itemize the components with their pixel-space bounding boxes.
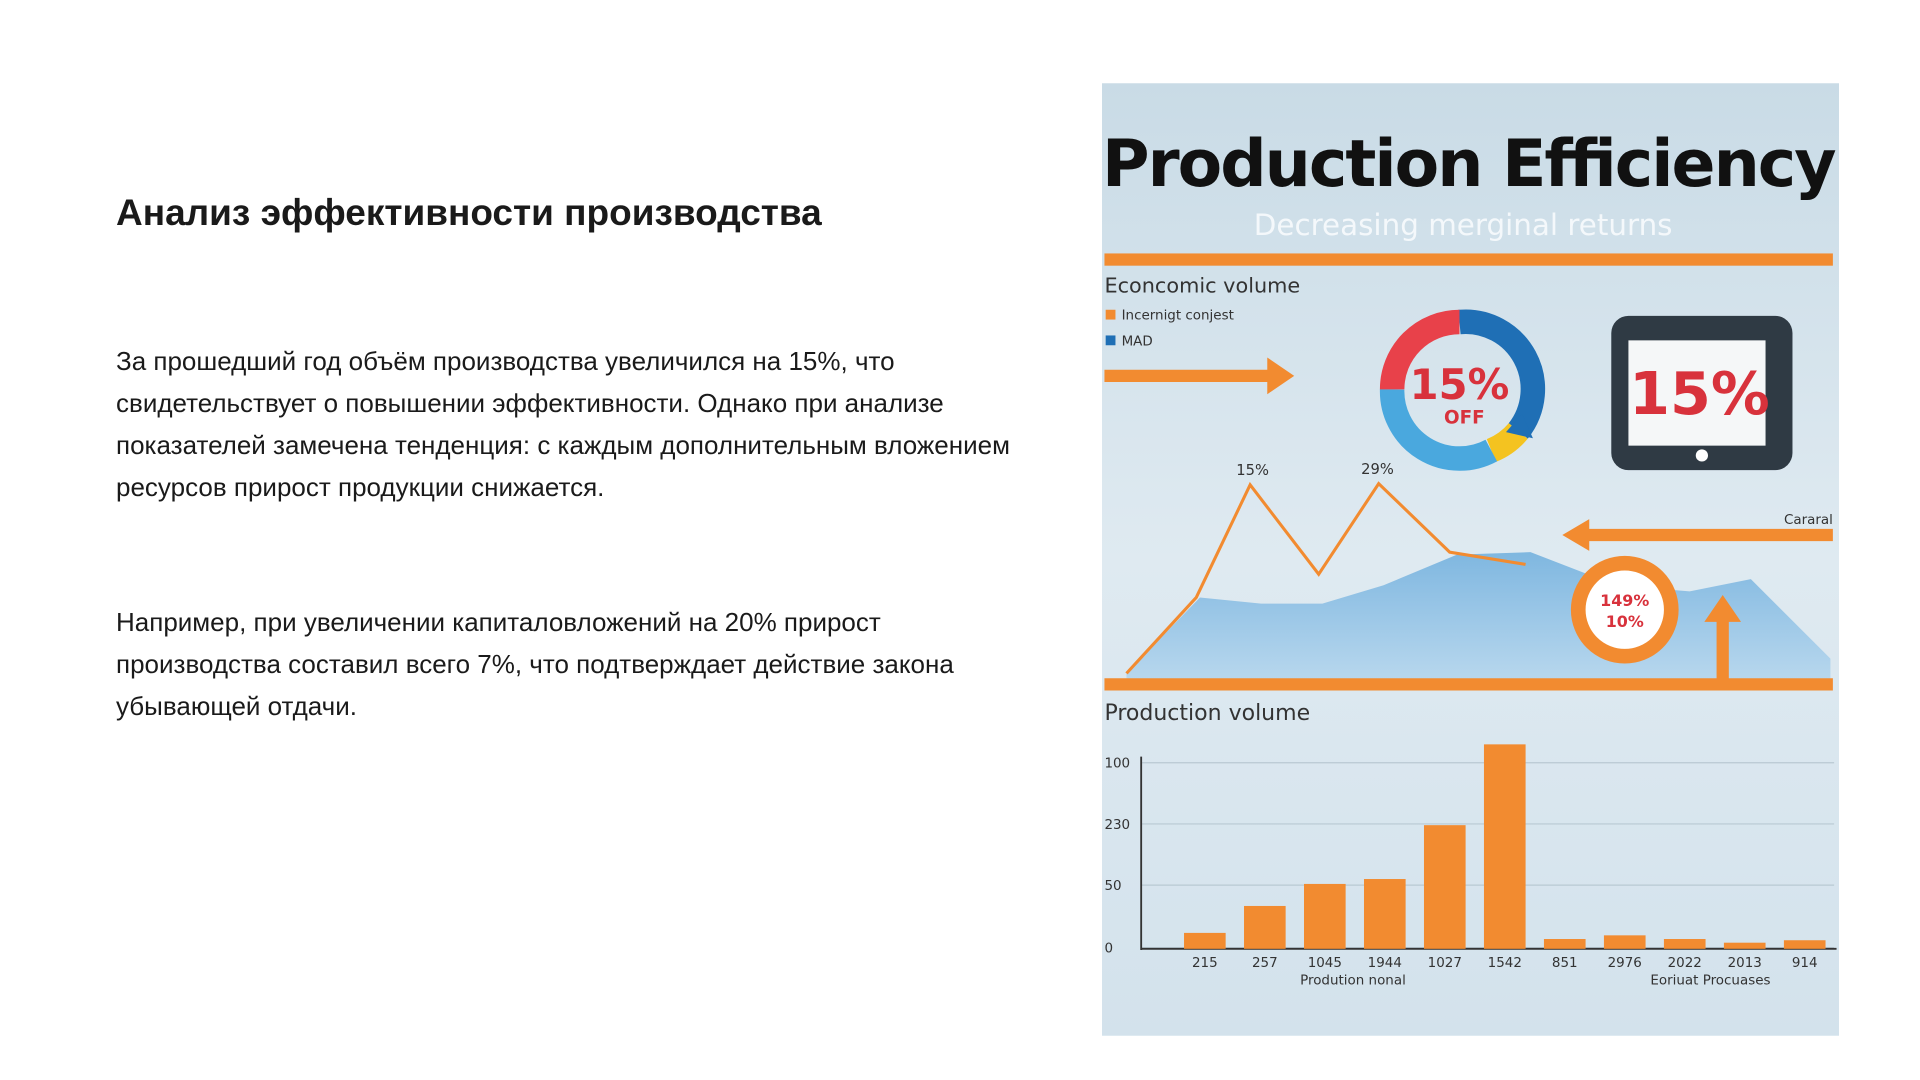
illustration-bar — [1663, 939, 1706, 949]
x-label: 851 — [1552, 956, 1578, 971]
legend-swatch — [1105, 309, 1116, 320]
info-title: Production Efficiency — [1102, 127, 1837, 202]
x-label: 1027 — [1428, 956, 1462, 971]
arrow-head — [1506, 413, 1533, 439]
small-donut-label: 10% — [1606, 612, 1644, 631]
illustration-bar — [1723, 942, 1766, 949]
axis-tick-label: 0 — [1104, 941, 1113, 956]
arrow — [1704, 595, 1742, 684]
x-label: 215 — [1192, 956, 1218, 971]
x-caption: Prodution nonal — [1300, 973, 1406, 988]
x-label: 2013 — [1728, 956, 1762, 971]
paragraph: Например, при увеличении капиталовложени… — [116, 607, 954, 721]
legend-label: Incernigt conjest — [1122, 309, 1234, 324]
bar-chart: 100 230 50 0 215 257 1045 1944 1027 1542 851 2976 20… — [1104, 744, 1837, 988]
illustration-bar — [1483, 744, 1526, 949]
side-label: Cararal — [1784, 513, 1833, 528]
x-label: 257 — [1252, 956, 1278, 971]
legend-label: MAD — [1122, 334, 1153, 349]
small-donut — [1570, 555, 1679, 664]
illustration-bar — [1783, 940, 1826, 949]
tablet-button — [1695, 449, 1709, 462]
divider — [1104, 253, 1833, 266]
x-caption: Eoriuat Procuases — [1650, 973, 1770, 988]
arrow — [1104, 357, 1295, 395]
illustration-bar — [1304, 883, 1346, 949]
donut-sub: OFF — [1444, 408, 1485, 429]
info-subtitle: Decreasing merginal returns — [1254, 208, 1673, 242]
x-label: 2976 — [1608, 956, 1642, 971]
divider — [1104, 678, 1833, 691]
illustration-bar — [1603, 935, 1646, 949]
illustration-bar — [1543, 939, 1586, 949]
axis-tick-label: 100 — [1104, 757, 1130, 772]
tablet-screen — [1628, 340, 1766, 446]
paragraph: За прошедший год объём производства увел… — [116, 346, 1010, 502]
x-label: 1045 — [1308, 956, 1342, 971]
infographic: Production Efficiency Decreasing mergina… — [1102, 83, 1839, 1036]
slide-title: Анализ эффективности производства — [116, 192, 822, 233]
donut-label: 15% — [1410, 360, 1510, 409]
small-donut-label: 149% — [1600, 591, 1649, 610]
x-label: 1944 — [1368, 956, 1402, 971]
x-label: 1542 — [1488, 956, 1522, 971]
illustration-bar — [1244, 905, 1286, 949]
illustration-bar — [1363, 879, 1406, 949]
section-label: Production volume — [1104, 701, 1310, 726]
arrow — [1562, 519, 1833, 551]
illustration-bar — [1423, 825, 1466, 949]
peak-label: 29% — [1361, 461, 1394, 478]
legend-swatch — [1105, 335, 1116, 346]
tablet-label: 15% — [1629, 359, 1770, 428]
axis-tick-label: 230 — [1104, 818, 1130, 833]
trend-line — [1125, 481, 1526, 675]
illustration-bar — [1184, 932, 1226, 949]
x-label: 914 — [1792, 956, 1818, 971]
section-label: Econcomic volume — [1104, 274, 1300, 298]
peak-label: 15% — [1236, 462, 1269, 479]
x-label: 2022 — [1668, 956, 1702, 971]
axis-tick-label: 50 — [1104, 879, 1121, 894]
